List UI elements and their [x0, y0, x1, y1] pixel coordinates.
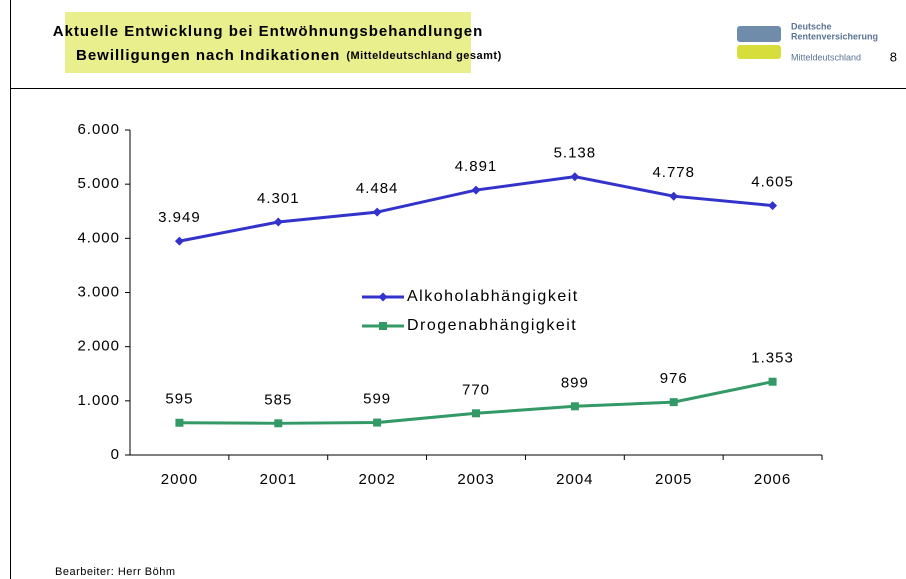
x-tick-label: 2006	[754, 471, 791, 488]
y-tick-label: 2.000	[77, 338, 120, 355]
y-tick-label: 4.000	[77, 229, 120, 246]
value-label: 4.484	[356, 180, 399, 197]
marker	[273, 217, 283, 227]
marker	[373, 418, 382, 427]
y-tick-label: 5.000	[77, 175, 120, 192]
subtitle-main: Bewilligungen nach Indikationen	[76, 47, 340, 64]
value-label: 899	[561, 374, 589, 391]
value-label: 4.605	[751, 174, 794, 191]
x-tick-label: 2004	[556, 471, 593, 488]
marker	[174, 236, 184, 246]
value-label: 4.778	[652, 164, 695, 181]
logo-blue	[737, 26, 781, 42]
marker	[570, 172, 580, 182]
marker	[768, 377, 777, 386]
marker	[570, 402, 579, 411]
title-box	[65, 12, 471, 73]
x-tick-label: 2005	[655, 471, 692, 488]
title: Aktuelle Entwicklung bei Entwöhnungsbeha…	[53, 23, 484, 40]
subtitle-note: (Mitteldeutschland gesamt)	[346, 50, 501, 62]
logo-text: Rentenversicherung	[791, 31, 878, 41]
marker	[175, 418, 184, 427]
legend-marker	[378, 292, 388, 302]
subtitle: Bewilligungen nach Indikationen (Mittelde…	[76, 47, 502, 64]
y-tick-label: 6.000	[77, 121, 120, 138]
legend-label: Drogenabhängigkeit	[407, 317, 577, 334]
legend-marker	[379, 322, 387, 330]
value-label: 585	[264, 391, 292, 408]
y-tick-label: 3.000	[77, 283, 120, 300]
y-tick-label: 1.000	[77, 392, 120, 409]
footer: Bearbeiter: Herr Böhm	[55, 566, 176, 578]
value-label: 1.353	[751, 350, 794, 367]
value-label: 770	[462, 381, 490, 398]
x-tick-label: 2002	[358, 471, 395, 488]
value-label: 5.138	[554, 145, 597, 162]
x-tick-label: 2000	[161, 471, 198, 488]
value-label: 3.949	[158, 209, 201, 226]
value-label: 595	[165, 391, 193, 408]
marker	[274, 419, 283, 428]
legend-label: Alkoholabhängigkeit	[407, 288, 579, 305]
x-tick-label: 2001	[260, 471, 297, 488]
x-tick-label: 2003	[457, 471, 494, 488]
logo-text: Deutsche	[791, 21, 832, 31]
marker	[669, 398, 678, 407]
logo-green	[737, 45, 781, 59]
marker	[768, 201, 778, 211]
value-label: 4.301	[257, 190, 300, 207]
value-label: 4.891	[455, 158, 498, 175]
marker	[471, 185, 481, 195]
value-label: 976	[660, 370, 688, 387]
logo-region: Mitteldeutschland	[791, 52, 861, 62]
plot: 0 1.000 2.000 3.000 4.000 5.000 6.000 2000 2001 2…	[77, 121, 823, 488]
value-label: 599	[363, 391, 391, 408]
page-number: 8	[890, 49, 897, 64]
y-tick-label: 0	[111, 446, 120, 463]
marker	[372, 207, 382, 217]
marker	[472, 409, 480, 418]
marker	[669, 191, 679, 201]
